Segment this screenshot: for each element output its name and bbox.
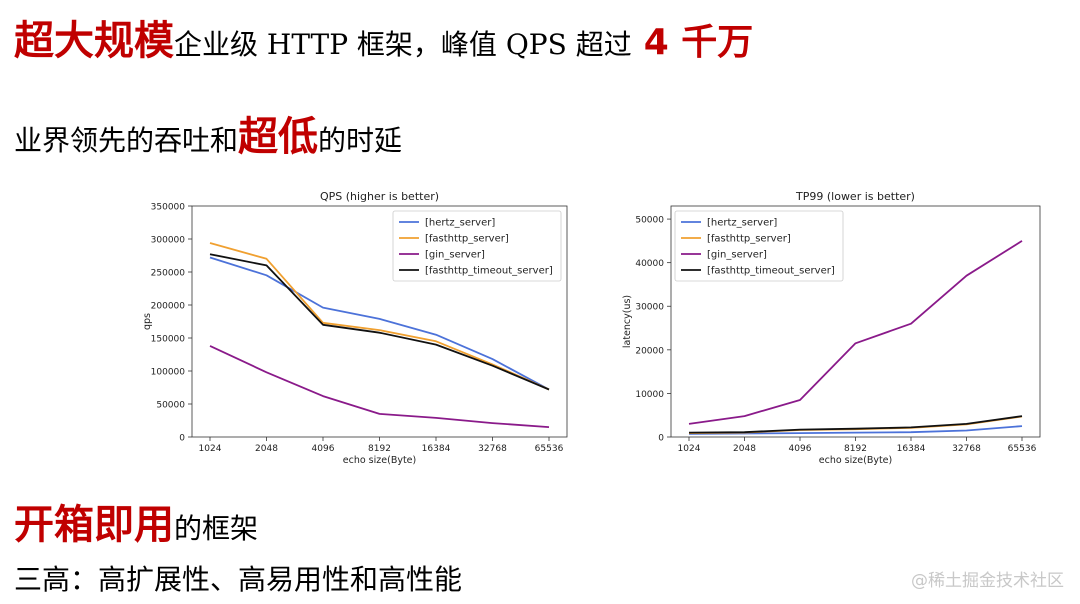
x-tick-label: 32768 bbox=[478, 444, 507, 454]
legend-label: [gin_server] bbox=[425, 250, 485, 261]
series-line-gin-server bbox=[688, 240, 1023, 425]
subheadline-highlight: 超低 bbox=[238, 114, 319, 160]
legend-label: [fasthttp_timeout_server] bbox=[707, 266, 835, 277]
legend-label: [fasthttp_server] bbox=[707, 234, 791, 245]
section-title-highlight: 开箱即用 bbox=[14, 502, 174, 548]
x-tick-label: 2048 bbox=[733, 444, 756, 454]
series-line-hertz-server bbox=[209, 256, 550, 391]
headline-number: 4 千万 bbox=[643, 22, 754, 63]
y-tick-label: 30000 bbox=[635, 303, 664, 313]
subheadline: 业界领先的吞吐和超低的时延 bbox=[14, 104, 402, 162]
y-tick-label: 10000 bbox=[635, 390, 664, 400]
subheadline-prefix: 业界领先的吞吐和 bbox=[14, 124, 239, 157]
headline: 超大规模企业级 HTTP 框架，峰值 QPS 超过 4 千万 bbox=[14, 8, 753, 66]
features-text: 三高：高扩展性、高易用性和高性能 bbox=[14, 563, 463, 596]
y-tick-label: 100000 bbox=[151, 368, 186, 378]
series-line-fasthttp-timeout-server bbox=[209, 253, 550, 391]
x-tick-label: 32768 bbox=[952, 444, 981, 454]
x-tick-label: 65536 bbox=[1008, 444, 1037, 454]
legend-label: [fasthttp_server] bbox=[425, 234, 509, 245]
watermark: @稀土掘金技术社区 bbox=[911, 571, 1064, 591]
plot-frame bbox=[191, 205, 568, 438]
x-tick-label: 4096 bbox=[789, 444, 812, 454]
legend-label: [fasthttp_timeout_server] bbox=[425, 266, 553, 277]
y-tick-label: 250000 bbox=[151, 269, 186, 279]
chart-title: QPS (higher is better) bbox=[320, 190, 439, 203]
y-tick-label: 350000 bbox=[151, 203, 186, 213]
legend-label: [gin_server] bbox=[707, 250, 767, 261]
headline-highlight: 超大规模 bbox=[14, 18, 174, 64]
section-title: 开箱即用的框架 bbox=[14, 492, 258, 550]
x-tick-label: 1024 bbox=[678, 444, 701, 454]
y-tick-label: 0 bbox=[658, 434, 664, 444]
tp99-chart: TP99 (lower is better) 0 10000 20000 30000 40… bbox=[620, 186, 1060, 480]
legend-label: [hertz_server] bbox=[707, 218, 777, 229]
x-tick-label: 16384 bbox=[897, 444, 926, 454]
plot-frame bbox=[670, 205, 1041, 438]
legend: [hertz_server] [fasthttp_server] [gin_serv… bbox=[392, 210, 562, 282]
legend: [hertz_server] [fasthttp_server] [gin_serv… bbox=[674, 210, 844, 282]
y-tick-label: 50000 bbox=[156, 401, 185, 411]
y-axis-label: latency(us) bbox=[622, 295, 633, 348]
x-axis-label: echo size(Byte) bbox=[343, 455, 416, 466]
y-tick-label: 40000 bbox=[635, 259, 664, 269]
series-line-fasthttp-server bbox=[209, 242, 550, 391]
x-tick-label: 1024 bbox=[199, 444, 222, 454]
y-tick-label: 20000 bbox=[635, 346, 664, 356]
section-title-text: 的框架 bbox=[174, 512, 259, 545]
subheadline-suffix: 的时延 bbox=[318, 124, 403, 157]
series-line-fasthttp-timeout-server bbox=[688, 415, 1023, 434]
y-tick-label: 150000 bbox=[151, 335, 186, 345]
x-tick-label: 8192 bbox=[368, 444, 391, 454]
y-tick-label: 50000 bbox=[635, 216, 664, 226]
y-tick-label: 0 bbox=[179, 434, 185, 444]
legend-box bbox=[392, 210, 562, 282]
x-tick-label: 8192 bbox=[844, 444, 867, 454]
y-axis-label: qps bbox=[142, 313, 153, 330]
chart-title: TP99 (lower is better) bbox=[795, 190, 915, 203]
headline-text: 企业级 HTTP 框架，峰值 QPS 超过 bbox=[174, 28, 632, 61]
x-tick-label: 2048 bbox=[255, 444, 278, 454]
y-tick-label: 200000 bbox=[151, 302, 186, 312]
tp99-chart-svg: TP99 (lower is better) 0 10000 20000 30000 40… bbox=[622, 190, 1041, 466]
legend-box bbox=[674, 210, 844, 282]
y-tick-label: 300000 bbox=[151, 236, 186, 246]
x-tick-label: 4096 bbox=[312, 444, 335, 454]
legend-label: [hertz_server] bbox=[425, 218, 495, 229]
series-line-gin-server bbox=[209, 345, 550, 428]
x-axis-label: echo size(Byte) bbox=[819, 455, 892, 466]
qps-chart: QPS (higher is better) 0 50000 100000 150000… bbox=[140, 186, 580, 480]
qps-chart-svg: QPS (higher is better) 0 50000 100000 150000… bbox=[142, 190, 568, 466]
x-tick-label: 16384 bbox=[422, 444, 451, 454]
x-tick-label: 65536 bbox=[535, 444, 564, 454]
